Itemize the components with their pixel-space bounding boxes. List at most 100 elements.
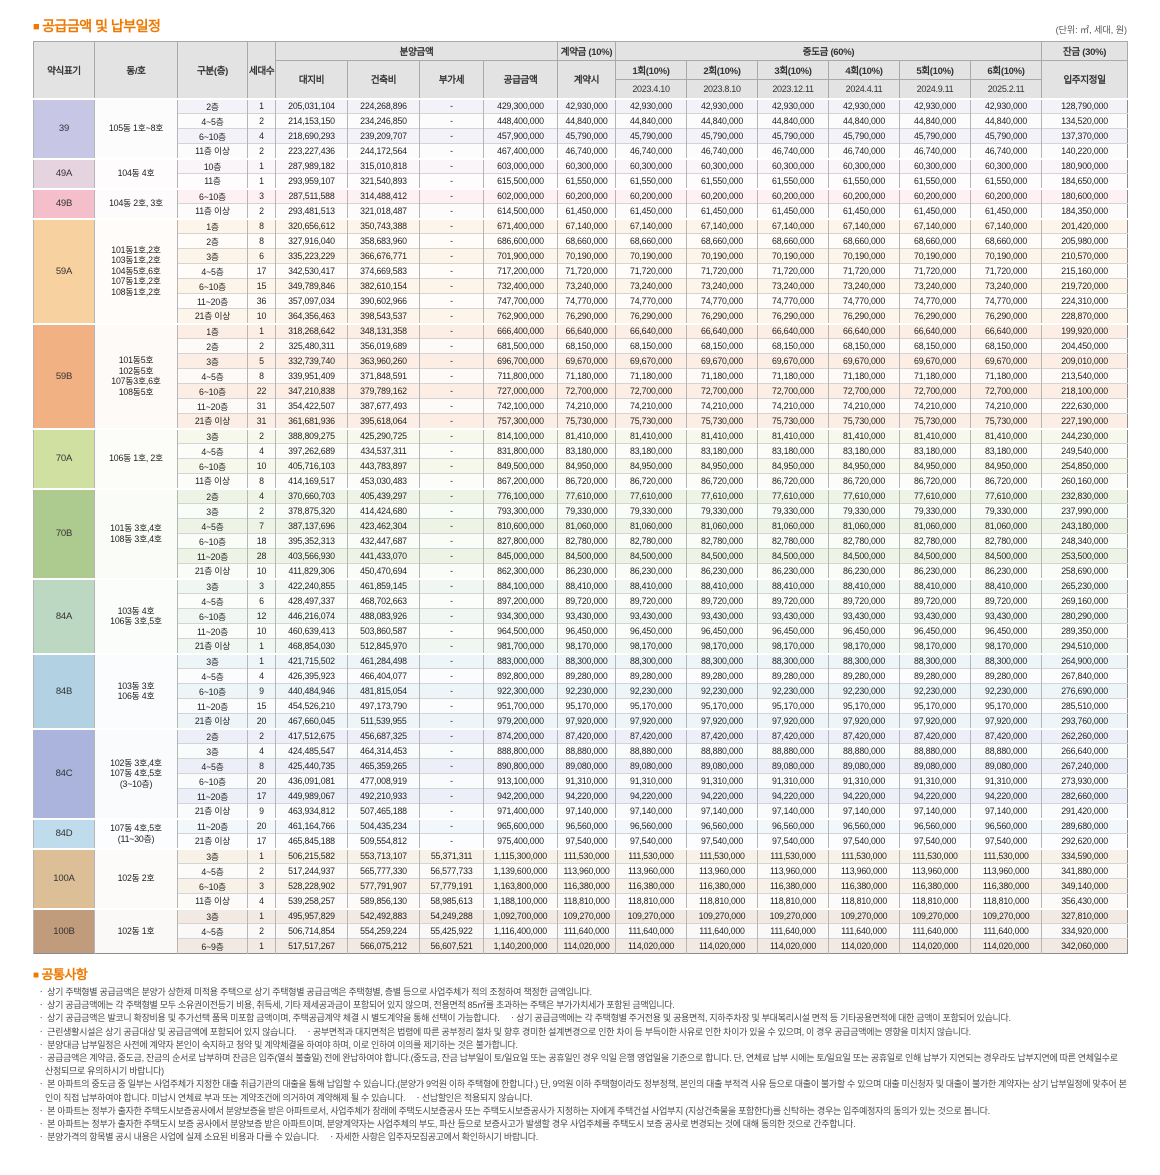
households-cell: 8 (247, 368, 276, 384)
land-cost-cell: 347,210,838 (275, 383, 348, 399)
interim-payment-4-cell: 82,780,000 (828, 533, 900, 549)
supply-price-cell: 867,200,000 (482, 473, 558, 489)
downpayment-cell: 46,740,000 (557, 143, 616, 159)
households-cell: 4 (247, 128, 276, 144)
vat-cell: 55,371,311 (419, 847, 484, 864)
vat-cell: - (419, 187, 484, 204)
downpayment-cell: 113,960,000 (557, 863, 616, 879)
interim-payment-6-cell: 61,550,000 (970, 173, 1042, 189)
interim-payment-1-cell: 71,720,000 (615, 263, 687, 279)
interim-payment-4-cell: 71,180,000 (828, 368, 900, 384)
interim-payment-3-cell: 96,560,000 (757, 817, 829, 834)
interim-payment-5-cell: 116,380,000 (899, 878, 971, 894)
construction-cost-cell: 441,433,070 (347, 548, 420, 564)
downpayment-cell: 69,670,000 (557, 353, 616, 369)
construction-cost-cell: 488,083,926 (347, 608, 420, 624)
balance-cell: 334,920,000 (1041, 923, 1128, 939)
type-abbr-cell: 59A (33, 217, 95, 324)
balance-cell: 201,420,000 (1041, 217, 1128, 234)
col-group-sale: 분양금액 (274, 41, 559, 61)
land-cost-cell: 387,137,696 (275, 518, 348, 534)
table-row: 70B 101동 3호,4호 108동 3호,4호 2층 4 370,660,703 40… (33, 487, 1128, 579)
construction-cost-cell: 554,259,224 (347, 923, 420, 939)
dong-ho-cell: 106동 1호, 2호 (94, 427, 178, 489)
supply-price-cell: 467,400,000 (482, 143, 558, 159)
table-row: 4~5층 4 397,262,689 434,537,311-831,800,000 8… (34, 443, 1128, 459)
interim-payment-2-cell: 118,810,000 (686, 893, 758, 909)
households-cell: 17 (247, 833, 276, 849)
land-cost-cell: 287,989,182 (275, 157, 348, 174)
unit-note: (단위: ㎡, 세대, 원) (1055, 25, 1127, 35)
table-row: 6~10층 15 349,789,846 382,610,154-732,400,00… (34, 278, 1128, 294)
vat-cell: - (419, 143, 484, 159)
table-row: 39 105동 1호~8호 2층 1 205,031,104 224,268,896-42… (33, 97, 1128, 159)
downpayment-cell: 93,430,000 (557, 608, 616, 624)
dong-ho-cell: 104동 4호 (94, 157, 178, 189)
interim-payment-5-cell: 60,300,000 (899, 157, 971, 174)
interim-payment-3-cell: 84,950,000 (757, 458, 829, 474)
interim-payment-1-cell: 98,170,000 (615, 638, 687, 654)
interim-payment-6-cell: 109,270,000 (970, 907, 1042, 924)
supply-price-cell: 831,800,000 (482, 443, 558, 459)
households-cell: 18 (247, 533, 276, 549)
interim-payment-2-cell: 84,950,000 (686, 458, 758, 474)
interim-payment-2-cell: 69,670,000 (686, 353, 758, 369)
interim-payment-5-cell: 83,180,000 (899, 443, 971, 459)
construction-cost-cell: 468,702,663 (347, 593, 420, 609)
table-row: 4~5층 2 517,244,937 565,777,330 56,577,733 1,1… (34, 863, 1128, 879)
construction-cost-cell: 379,789,162 (347, 383, 420, 399)
interim-payment-1-cell: 94,220,000 (615, 788, 687, 804)
interim-payment-4-cell: 75,730,000 (828, 413, 900, 429)
balance-cell: 269,160,000 (1041, 593, 1128, 609)
interim-payment-3-cell: 76,290,000 (757, 308, 829, 324)
table-row: 21층 이상 10 411,829,306 450,470,694-862,300,0… (34, 563, 1128, 579)
interim-payment-5-cell: 88,300,000 (899, 652, 971, 669)
supply-price-cell: 897,200,000 (482, 593, 558, 609)
col-header-interim-3: 3회(10%) (757, 60, 830, 80)
type-abbr-cell: 59B (33, 322, 95, 429)
balance-cell: 253,500,000 (1041, 548, 1128, 564)
downpayment-cell: 68,660,000 (557, 233, 616, 249)
construction-cost-cell: 503,860,587 (347, 623, 420, 639)
dong-ho-cell: 103동 3호 106동 4호 (94, 652, 178, 729)
table-row: 6~10층 10 405,716,103 443,783,897-849,500,00… (34, 458, 1128, 474)
interim-payment-1-cell: 114,020,000 (615, 938, 687, 954)
balance-cell: 213,540,000 (1041, 368, 1128, 384)
interim-payment-3-cell: 88,410,000 (757, 577, 829, 594)
land-cost-cell: 467,660,045 (275, 713, 348, 729)
col-header-abbr: 약식표기 (33, 41, 95, 99)
balance-cell: 180,900,000 (1041, 157, 1128, 174)
construction-cost-cell: 464,314,453 (347, 743, 420, 759)
table-row: 11~20층 10 460,639,413 503,860,587-964,500,0… (34, 623, 1128, 639)
table-row: 84A 103동 4호 106동 3호,5호 3층 3 422,240,855 461,8… (33, 577, 1128, 654)
vat-cell: 58,985,613 (419, 893, 484, 909)
land-cost-cell: 332,739,740 (275, 353, 348, 369)
supply-price-cell: 757,300,000 (482, 413, 558, 429)
interim-payment-6-cell: 89,080,000 (970, 758, 1042, 774)
interim-payment-2-cell: 77,610,000 (686, 487, 758, 504)
interim-payment-1-cell: 60,300,000 (615, 157, 687, 174)
common-notes-section: ■ 공통사항 ㆍ 상기 주택형별 공급금액은 분양가 상한제 미적용 주택으로 상… (33, 964, 1127, 1144)
vat-cell: - (419, 398, 484, 414)
floor-cell: 3층 (177, 577, 248, 594)
floor-cell: 3층 (177, 353, 248, 369)
floor-cell: 21층 이상 (177, 713, 248, 729)
downpayment-cell: 89,280,000 (557, 668, 616, 684)
table-header-row: ■ 공급금액 및 납부일정 (단위: ㎡, 세대, 원) (33, 16, 1127, 36)
floor-cell: 21층 이상 (177, 803, 248, 819)
households-cell: 6 (247, 248, 276, 264)
interim-payment-4-cell: 73,240,000 (828, 278, 900, 294)
table-row: 49B 104동 2호, 3호 6~10층 3 287,511,588 314,488,4… (33, 187, 1128, 219)
table-row: 11층 1 293,959,107 321,540,893-615,500,000 61… (34, 173, 1128, 189)
households-cell: 1 (247, 652, 276, 669)
supply-price-cell: 810,600,000 (482, 518, 558, 534)
interim-payment-1-cell: 61,450,000 (615, 203, 687, 219)
downpayment-cell: 98,170,000 (557, 638, 616, 654)
type-abbr-cell: 84B (33, 652, 95, 729)
col-header-interim-5: 5회(10%) (899, 60, 972, 80)
interim-payment-6-cell: 74,210,000 (970, 398, 1042, 414)
interim-payment-6-cell: 70,190,000 (970, 248, 1042, 264)
supply-price-cell: 602,000,000 (482, 187, 558, 204)
interim-payment-6-cell: 69,670,000 (970, 353, 1042, 369)
interim-payment-1-cell: 44,840,000 (615, 113, 687, 129)
